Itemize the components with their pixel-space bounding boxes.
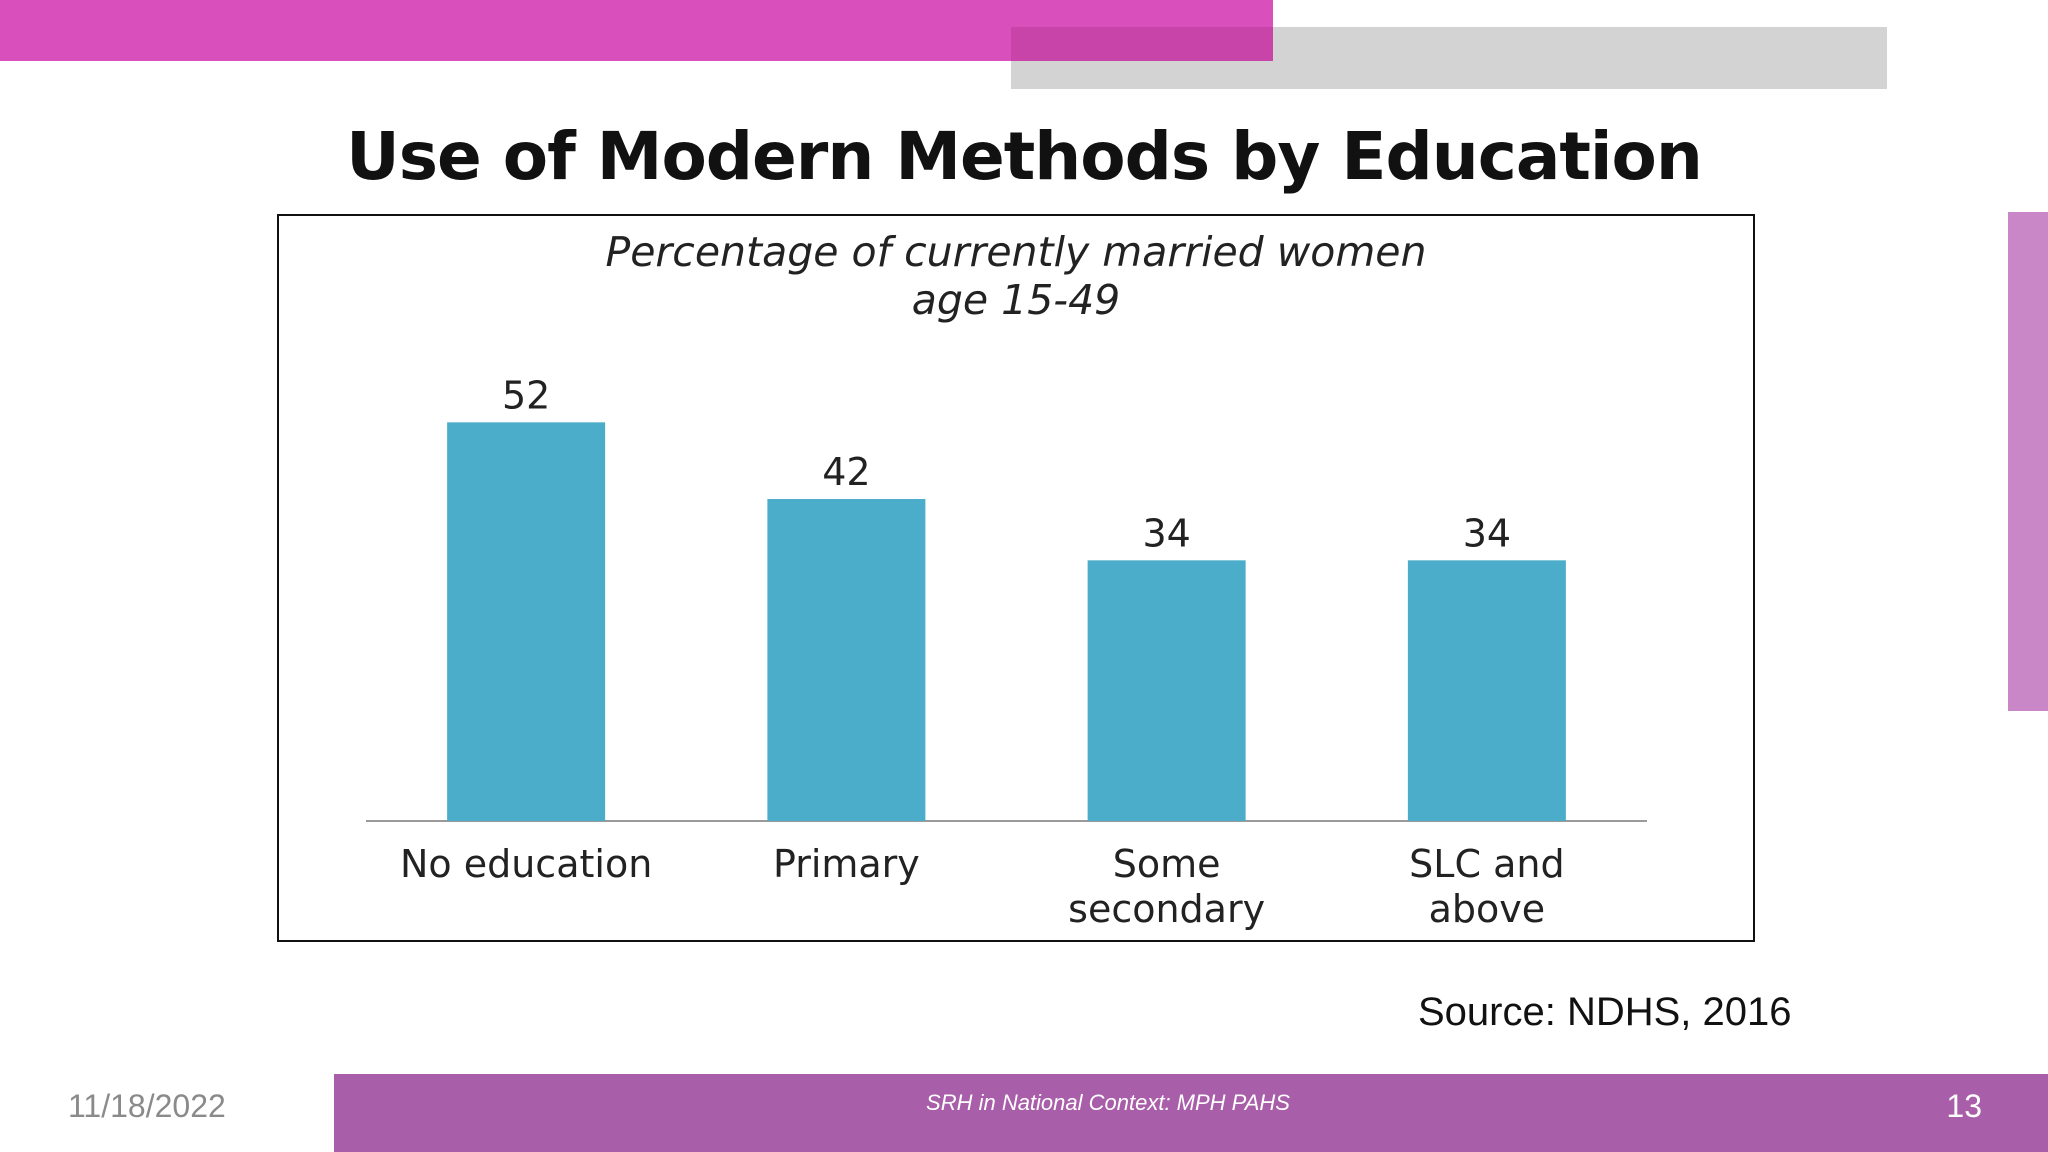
- footer-date: 11/18/2022: [68, 1088, 226, 1124]
- chart-title-line-1: Percentage of currently married women: [605, 228, 1427, 276]
- chart-title-line-2: age 15-49: [911, 276, 1121, 324]
- category-label-2-line-0: Some: [1113, 842, 1221, 886]
- page-number: 13: [1946, 1088, 1982, 1124]
- footer-text: SRH in National Context: MPH PAHS: [926, 1090, 1290, 1115]
- bar-3: [1407, 560, 1566, 821]
- category-label-3-line-1: above: [1429, 887, 1546, 931]
- bar-2: [1087, 560, 1246, 821]
- footer-bar: [334, 1074, 2048, 1152]
- category-label-0-line-0: No education: [400, 842, 652, 886]
- side-accent-bar: [2008, 212, 2048, 711]
- slide-title: Use of Modern Methods by Education: [346, 118, 1703, 195]
- category-label-3-line-0: SLC and: [1409, 842, 1564, 886]
- top-accent-bar-overlap: [1011, 27, 1273, 61]
- bar-1: [767, 499, 926, 821]
- data-label-0: 52: [502, 373, 550, 417]
- data-label-1: 42: [822, 450, 870, 494]
- category-label-2-line-1: secondary: [1068, 887, 1265, 931]
- chart-title: Percentage of currently married women ag…: [279, 228, 1753, 324]
- chart-frame: Percentage of currently married women ag…: [277, 214, 1755, 942]
- bar-0: [447, 422, 606, 821]
- category-label-1-line-0: Primary: [773, 842, 920, 886]
- source-citation: Source: NDHS, 2016: [1418, 990, 1792, 1034]
- data-label-3: 34: [1463, 511, 1511, 555]
- data-label-2: 34: [1142, 511, 1190, 555]
